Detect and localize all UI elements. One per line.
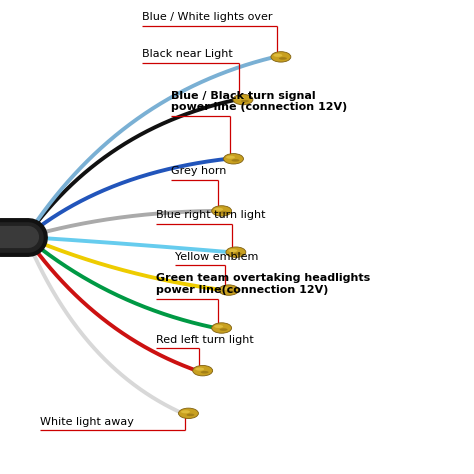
- Ellipse shape: [234, 253, 242, 255]
- Text: Blue / White lights over: Blue / White lights over: [142, 12, 273, 22]
- Text: Blue / Black turn signal
power line (connection 12V): Blue / Black turn signal power line (con…: [171, 91, 347, 112]
- Text: Green team overtaking headlights
power line(connection 12V): Green team overtaking headlights power l…: [156, 273, 371, 295]
- Ellipse shape: [227, 291, 235, 293]
- Ellipse shape: [226, 247, 246, 257]
- Ellipse shape: [179, 408, 199, 419]
- Ellipse shape: [233, 94, 253, 105]
- Ellipse shape: [219, 285, 239, 295]
- Ellipse shape: [241, 100, 249, 102]
- Ellipse shape: [214, 325, 223, 328]
- Ellipse shape: [226, 155, 235, 159]
- Ellipse shape: [193, 365, 213, 376]
- Ellipse shape: [212, 323, 232, 333]
- Ellipse shape: [219, 211, 228, 214]
- Text: Red left turn light: Red left turn light: [156, 335, 254, 345]
- Ellipse shape: [224, 154, 244, 164]
- Ellipse shape: [271, 52, 291, 62]
- Text: Blue right turn light: Blue right turn light: [156, 210, 266, 220]
- Ellipse shape: [219, 328, 228, 331]
- Ellipse shape: [236, 96, 245, 100]
- Ellipse shape: [228, 249, 237, 252]
- Ellipse shape: [231, 159, 239, 162]
- Text: Black near Light: Black near Light: [142, 49, 233, 59]
- Ellipse shape: [201, 371, 209, 374]
- Ellipse shape: [195, 367, 204, 371]
- Text: White light away: White light away: [40, 417, 134, 427]
- Ellipse shape: [181, 410, 190, 413]
- Ellipse shape: [279, 57, 287, 60]
- Text: Yellow emblem: Yellow emblem: [175, 252, 259, 262]
- Ellipse shape: [221, 287, 230, 290]
- Ellipse shape: [214, 208, 223, 211]
- Text: Grey horn: Grey horn: [171, 166, 226, 176]
- Ellipse shape: [273, 54, 283, 57]
- Ellipse shape: [186, 414, 194, 416]
- Ellipse shape: [212, 206, 232, 216]
